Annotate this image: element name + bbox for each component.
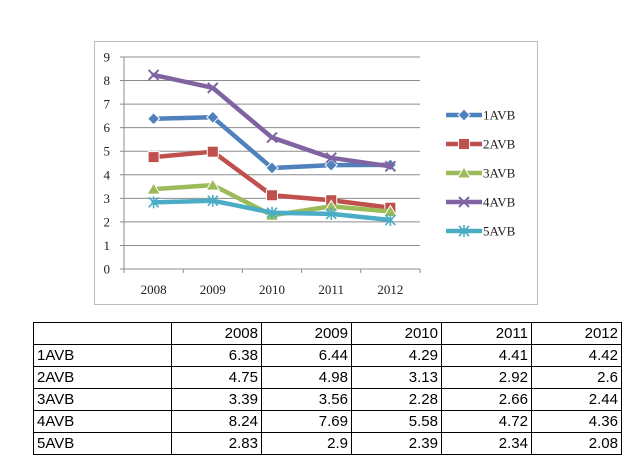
table-cell: 4.98 [261,366,352,389]
row-header-cell [33,322,172,345]
y-tick-label: 0 [104,262,111,277]
table-cell: 2.39 [351,432,442,455]
data-point [266,189,278,202]
table-cell: 2010 [351,322,442,345]
y-tick-label: 8 [104,73,111,88]
legend-marker [458,225,470,237]
table-cell: 2.28 [351,388,442,411]
data-point [205,178,221,191]
table-cell: 2.08 [531,432,622,455]
legend-marker [458,138,470,150]
data-point [207,194,219,207]
table-cell: 2.66 [441,388,532,411]
table-cell: 2.44 [531,388,622,411]
table-row: 3AVB 3.39 3.56 2.28 2.66 2.44 [33,388,622,411]
legend-label: 4AVB [483,195,516,210]
legend-marker [456,166,472,179]
table-cell: 2.6 [531,366,622,389]
x-tick-label: 2009 [200,282,226,297]
legend-label: 3AVB [483,166,516,181]
table-cell: 2011 [441,322,532,345]
data-point [325,207,337,220]
table-row: 5AVB 2.83 2.9 2.39 2.34 2.08 [33,432,622,455]
y-tick-label: 6 [104,120,111,135]
data-point [384,160,397,173]
legend-label: 1AVB [483,108,516,123]
x-tick-label: 2008 [141,282,167,297]
table-cell: 8.24 [171,410,262,433]
data-point [207,82,219,94]
table-cell: 2.83 [171,432,262,455]
table-cell: 2.34 [441,432,532,455]
legend-marker [458,196,470,208]
y-tick-label: 5 [104,144,111,159]
x-tick-label: 2011 [318,282,344,297]
table-cell: 2.9 [261,432,352,455]
y-tick-label: 3 [104,191,111,206]
table-row: 1AVB 6.38 6.44 4.29 4.41 4.42 [33,344,622,367]
row-header-cell: 1AVB [33,344,172,367]
y-tick-label: 7 [104,97,111,112]
table-cell: 4.75 [171,366,262,389]
y-tick-label: 4 [104,167,111,182]
table-row: 4AVB 8.24 7.69 5.58 4.72 4.36 [33,410,622,433]
table-row: 2AVB 4.75 4.98 3.13 2.92 2.6 [33,366,622,389]
table-cell: 2012 [531,322,622,345]
data-point [384,214,396,227]
table-cell: 4.41 [441,344,532,367]
data-point [147,151,160,164]
y-tick-label: 9 [104,50,111,65]
row-header-cell: 3AVB [33,388,172,411]
table-cell: 4.72 [441,410,532,433]
table-cell: 2009 [261,322,352,345]
table-cell: 6.38 [171,344,262,367]
x-tick-label: 2010 [259,282,285,297]
data-point [265,161,279,175]
table-header-row: 2008 2009 2010 2011 2012 [33,322,622,345]
row-header-cell: 2AVB [33,366,172,389]
table-cell: 4.36 [531,410,622,433]
data-point [147,69,160,81]
row-header-cell: 4AVB [33,410,172,433]
table-cell: 2008 [171,322,262,345]
table-cell: 5.58 [351,410,442,433]
table-cell: 3.39 [171,388,262,411]
legend-marker [457,108,471,122]
table-cell: 4.29 [351,344,442,367]
data-point [206,110,220,125]
row-header-cell: 5AVB [33,432,172,455]
table-cell: 3.13 [351,366,442,389]
y-tick-label: 1 [104,238,111,253]
data-point [266,206,278,219]
data-point [146,182,161,195]
table-cell: 3.56 [261,388,352,411]
y-tick-label: 2 [104,214,111,229]
line-chart: 0 1 2 3 4 5 6 7 8 9 2008 2009 2010 2011 2012 1AVB 2AVB 3A… [104,50,516,298]
data-point [148,196,160,209]
legend-label: 2AVB [483,137,516,152]
table-cell: 2.92 [441,366,532,389]
table-cell: 4.42 [531,344,622,367]
data-point [146,112,161,126]
data-point [266,131,278,144]
legend-label: 5AVB [483,224,516,239]
data-point [206,145,219,158]
data-table: 2008 2009 2010 2011 2012 1AVB 6.38 6.44 4.29 4.41… [33,322,622,455]
data-point [325,152,337,164]
table-cell: 6.44 [261,344,352,367]
x-tick-label: 2012 [377,282,403,297]
table-cell: 7.69 [261,410,352,433]
